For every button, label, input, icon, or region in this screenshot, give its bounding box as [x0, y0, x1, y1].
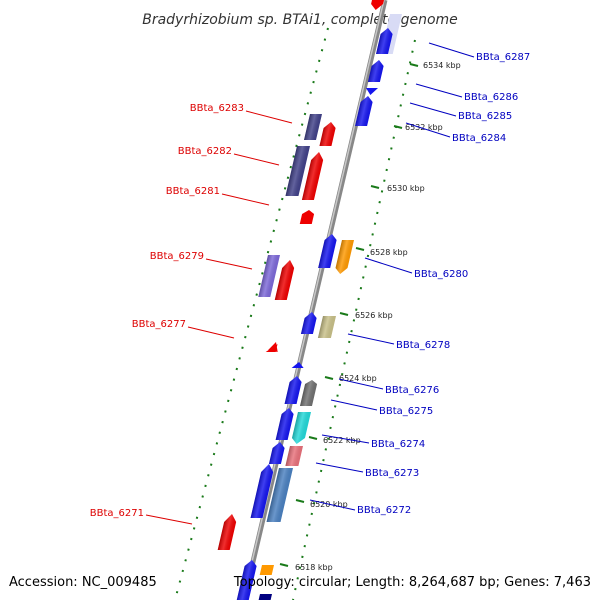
scale-label: 6530 kbp [387, 184, 425, 193]
gene-label-right[interactable]: BBta_6286 [464, 92, 518, 103]
gene-feature[interactable] [285, 146, 310, 196]
gene-feature[interactable] [364, 88, 378, 95]
gene-feature[interactable] [299, 210, 315, 224]
gene-label-right[interactable]: BBta_6272 [357, 505, 411, 516]
gene-feature[interactable] [258, 594, 272, 600]
gene-feature[interactable] [250, 464, 275, 518]
gene-label-right[interactable]: BBta_6273 [365, 468, 419, 479]
gene-feature[interactable] [317, 316, 336, 338]
right-gene-labels [309, 42, 475, 511]
gene-label-right[interactable]: BBta_6287 [476, 52, 530, 63]
scale-label: 6524 kbp [339, 374, 377, 383]
gene-feature[interactable] [291, 362, 305, 368]
gene-feature[interactable] [370, 0, 384, 10]
gene-feature[interactable] [367, 60, 385, 82]
gene-feature[interactable] [375, 28, 394, 54]
scale-label: 6534 kbp [423, 61, 461, 70]
genome-title: Bradyrhizobium sp. BTAi1, complete genom… [142, 12, 458, 28]
scale-label: 6518 kbp [295, 563, 333, 572]
gene-feature[interactable] [319, 122, 337, 146]
gene-feature[interactable] [285, 446, 303, 466]
scale-label: 6532 kbp [405, 123, 443, 132]
gene-feature[interactable] [259, 565, 274, 575]
gene-feature[interactable] [334, 240, 354, 274]
gene-label-right[interactable]: BBta_6276 [385, 385, 439, 396]
scale-label: 6526 kbp [355, 311, 393, 320]
gene-label-right[interactable]: BBta_6275 [379, 406, 433, 417]
outer-track-guide [292, 39, 416, 600]
gene-label-right[interactable]: BBta_6284 [452, 133, 506, 144]
gene-feature[interactable] [268, 442, 286, 464]
gene-feature[interactable] [300, 312, 318, 334]
gene-feature[interactable] [291, 412, 311, 444]
gene-label-left[interactable]: BBta_6281 [166, 186, 220, 197]
gene-feature[interactable] [301, 152, 325, 200]
gene-label-left[interactable]: BBta_6283 [190, 103, 244, 114]
gene-label-left[interactable]: BBta_6282 [178, 146, 232, 157]
gene-feature[interactable] [217, 514, 238, 550]
scale-label: 6528 kbp [370, 248, 408, 257]
gene-label-right[interactable]: BBta_6285 [458, 111, 512, 122]
left-gene-labels [145, 110, 293, 525]
gene-feature[interactable] [303, 114, 322, 140]
genome-backbone [241, 0, 388, 600]
gene-label-right[interactable]: BBta_6278 [396, 340, 450, 351]
gene-feature[interactable] [274, 260, 296, 300]
gene-label-right[interactable]: BBta_6274 [371, 439, 425, 450]
gene-label-left[interactable]: BBta_6277 [132, 319, 186, 330]
gene-feature[interactable] [266, 468, 293, 522]
gene-feature[interactable] [299, 380, 318, 406]
gene-label-left[interactable]: BBta_6279 [150, 251, 204, 262]
gene-label-right[interactable]: BBta_6280 [414, 269, 468, 280]
gene-feature[interactable] [265, 342, 280, 352]
scale-label: 6522 kbp [323, 436, 361, 445]
kbp-ticks [279, 63, 419, 567]
gene-feature[interactable] [275, 408, 295, 440]
gene-label-left[interactable]: BBta_6271 [90, 508, 144, 519]
topology-text: Topology: circular; Length: 8,264,687 bp… [233, 575, 591, 590]
gene-feature[interactable] [318, 234, 338, 268]
gene-feature[interactable] [355, 96, 374, 126]
gene-feature[interactable] [236, 560, 258, 600]
accession-text: Accession: NC_009485 [9, 575, 157, 590]
gene-feature[interactable] [284, 376, 303, 404]
gene-feature[interactable] [258, 255, 280, 297]
